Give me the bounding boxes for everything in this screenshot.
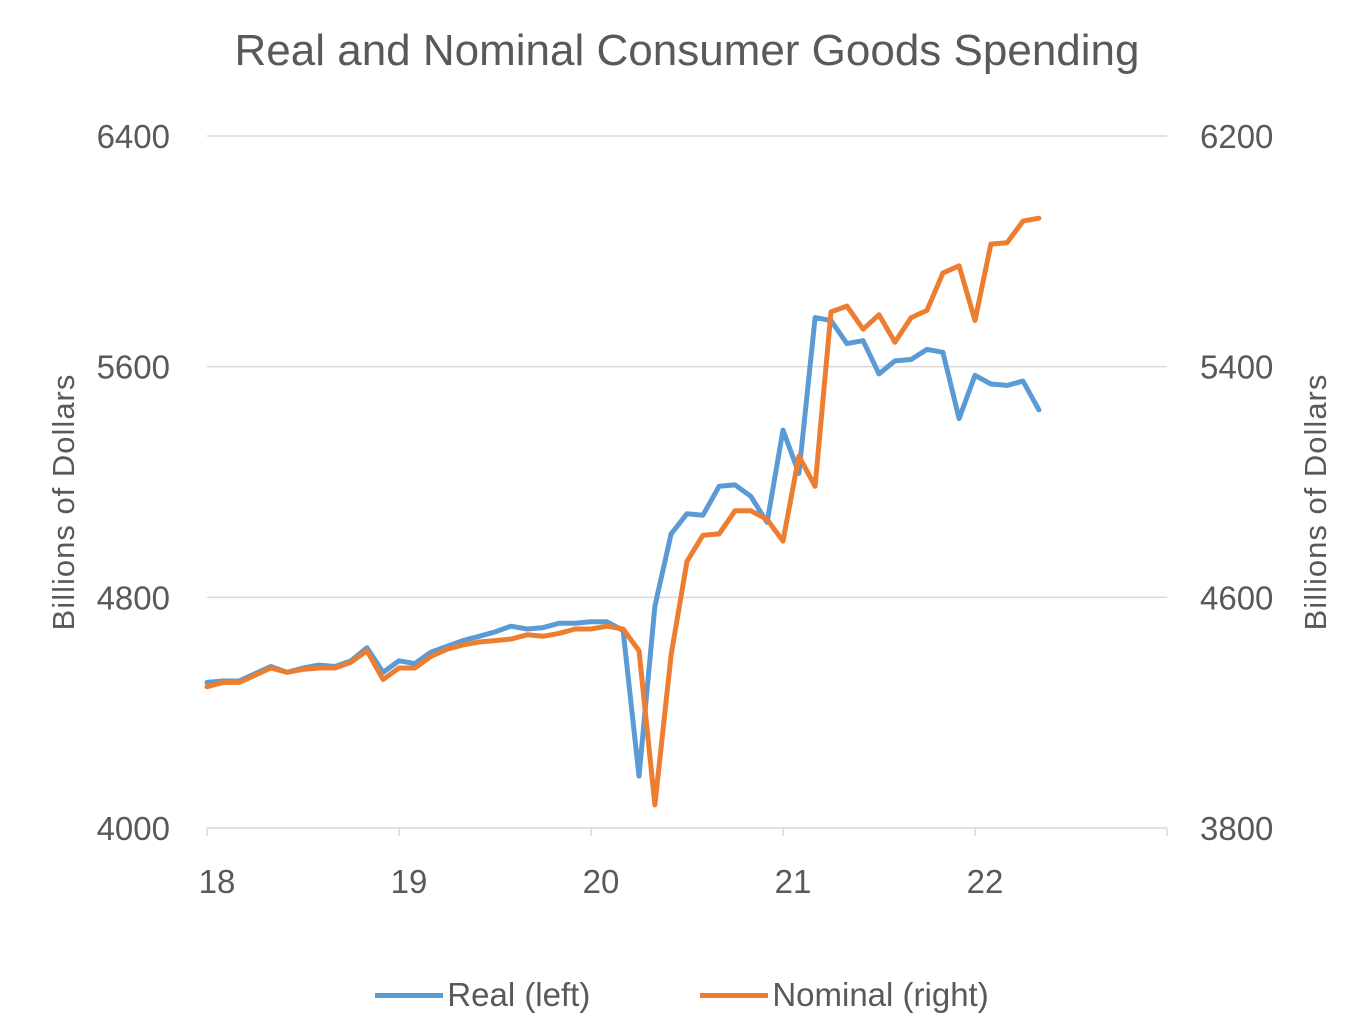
y-axis-title-left: Billions of Dollars <box>46 374 81 631</box>
series-line-nominal <box>204 215 1042 808</box>
legend-label-real: Real (left) <box>447 976 591 1013</box>
chart-plot-area: 6400 6200 5600 5400 4800 4600 4000 3800 18 19 20 21… <box>46 118 1333 900</box>
chart-legend: Real (left) Nominal (right) <box>0 970 1364 1020</box>
y-tick-label-right: 6200 <box>1200 118 1273 155</box>
y-tick-label-left: 4800 <box>97 579 170 616</box>
legend-label-nominal: Nominal (right) <box>772 976 989 1013</box>
y-axis-title-right: Billions of Dollars <box>1298 374 1333 631</box>
legend-item-nominal: Nominal (right) <box>700 976 989 1014</box>
x-tick-label: 21 <box>775 863 812 900</box>
y-tick-label-right: 3800 <box>1200 810 1273 847</box>
x-tick-label: 18 <box>199 863 236 900</box>
legend-swatch-nominal <box>700 992 769 998</box>
x-tick-label: 22 <box>967 863 1004 900</box>
x-tick-label: 20 <box>583 863 620 900</box>
legend-item-real: Real (left) <box>375 976 590 1014</box>
chart-title: Real and Nominal Consumer Goods Spending <box>234 26 1140 75</box>
series-line-real <box>204 315 1042 779</box>
legend-swatch-real <box>375 992 444 998</box>
y-tick-label-left: 5600 <box>97 349 170 386</box>
y-tick-label-left: 6400 <box>97 118 170 155</box>
y-tick-label-left: 4000 <box>97 810 170 847</box>
y-tick-label-right: 5400 <box>1200 349 1273 386</box>
x-tick-label: 19 <box>391 863 428 900</box>
y-tick-label-right: 4600 <box>1200 579 1273 616</box>
